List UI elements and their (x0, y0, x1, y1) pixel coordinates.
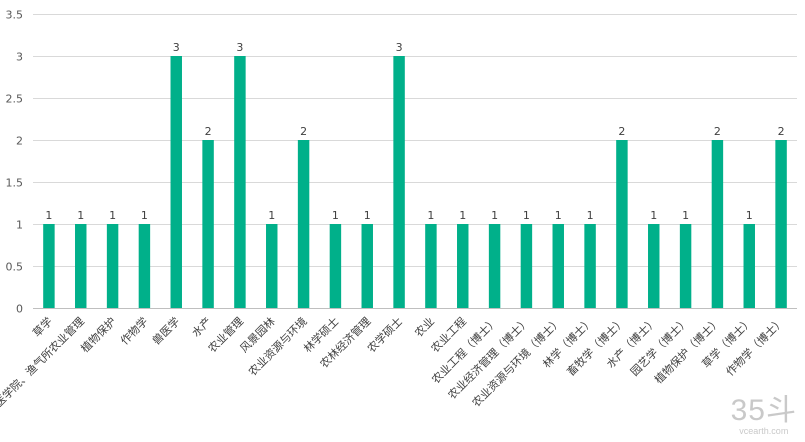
y-tick-label: 2.5 (6, 93, 24, 106)
data-label: 3 (236, 41, 243, 54)
bar (43, 224, 55, 308)
bar (425, 224, 437, 308)
bar (711, 140, 724, 308)
bar (234, 56, 246, 308)
data-label: 1 (332, 209, 339, 222)
bar (106, 224, 119, 308)
data-label: 1 (141, 209, 148, 222)
data-label: 1 (523, 209, 530, 222)
bar (202, 140, 214, 308)
watermark-text: 35斗 (730, 394, 797, 427)
x-tick-label: 植物保护 (78, 314, 119, 355)
bar (743, 224, 755, 308)
x-tick-label: 作物学 (117, 314, 150, 347)
data-label: 3 (173, 41, 180, 54)
x-tick-label: 草学 (30, 314, 55, 339)
data-label: 1 (45, 209, 52, 222)
data-label: 2 (778, 125, 785, 138)
x-tick-label: 兽医学 (149, 314, 182, 347)
bar (75, 224, 87, 308)
bar (584, 224, 596, 308)
x-tick-label: 农学硕士 (364, 314, 405, 355)
y-tick-label: 0.5 (6, 261, 24, 274)
data-label: 2 (205, 125, 212, 138)
gridlines (33, 14, 797, 267)
bar (170, 56, 182, 308)
y-axis-ticks: 0 0.5 1 1.5 2 2.5 3 3.5 (6, 9, 24, 316)
bars (43, 56, 787, 308)
bar (648, 224, 660, 308)
data-label: 2 (714, 125, 721, 138)
bar (488, 224, 501, 308)
bar (616, 140, 628, 308)
data-label: 1 (268, 209, 275, 222)
data-labels: 1 1 1 1 3 2 3 1 2 1 1 3 1 1 1 1 1 1 2 1 1 2 1 2 (45, 41, 784, 222)
bar (329, 224, 342, 308)
data-label: 2 (618, 125, 625, 138)
bar (138, 224, 151, 308)
watermark-url: vcearth.com (739, 426, 789, 436)
data-label: 1 (77, 209, 84, 222)
data-label: 1 (459, 209, 466, 222)
y-tick-label: 1 (16, 219, 23, 232)
y-tick-label: 0 (16, 303, 23, 316)
watermark-logo: 35斗 vcearth.com (730, 394, 797, 437)
data-label: 1 (491, 209, 498, 222)
data-label: 1 (555, 209, 562, 222)
data-label: 1 (427, 209, 434, 222)
x-tick-label: 水产 (189, 314, 214, 339)
bar (775, 140, 787, 308)
bar (393, 56, 405, 308)
bar (266, 224, 278, 308)
bar (361, 224, 373, 308)
data-label: 1 (364, 209, 371, 222)
y-tick-label: 3 (16, 51, 23, 64)
x-tick-label: 农业 (412, 314, 437, 339)
data-label: 1 (650, 209, 657, 222)
data-label: 1 (109, 209, 116, 222)
bar (457, 224, 469, 308)
data-label: 2 (300, 125, 307, 138)
bar (297, 140, 310, 308)
data-label: 3 (396, 41, 403, 54)
y-tick-label: 3.5 (6, 9, 24, 22)
y-tick-label: 1.5 (6, 177, 24, 190)
data-label: 1 (746, 209, 753, 222)
bar (679, 224, 692, 308)
bar (552, 224, 564, 308)
y-tick-label: 2 (16, 135, 23, 148)
bar (520, 224, 533, 308)
data-label: 1 (682, 209, 689, 222)
data-label: 1 (587, 209, 594, 222)
